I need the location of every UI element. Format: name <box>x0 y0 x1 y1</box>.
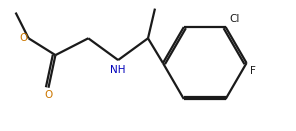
Text: F: F <box>250 66 256 76</box>
Text: Cl: Cl <box>229 14 240 24</box>
Text: O: O <box>44 90 53 100</box>
Text: O: O <box>19 33 27 43</box>
Text: NH: NH <box>110 65 126 75</box>
